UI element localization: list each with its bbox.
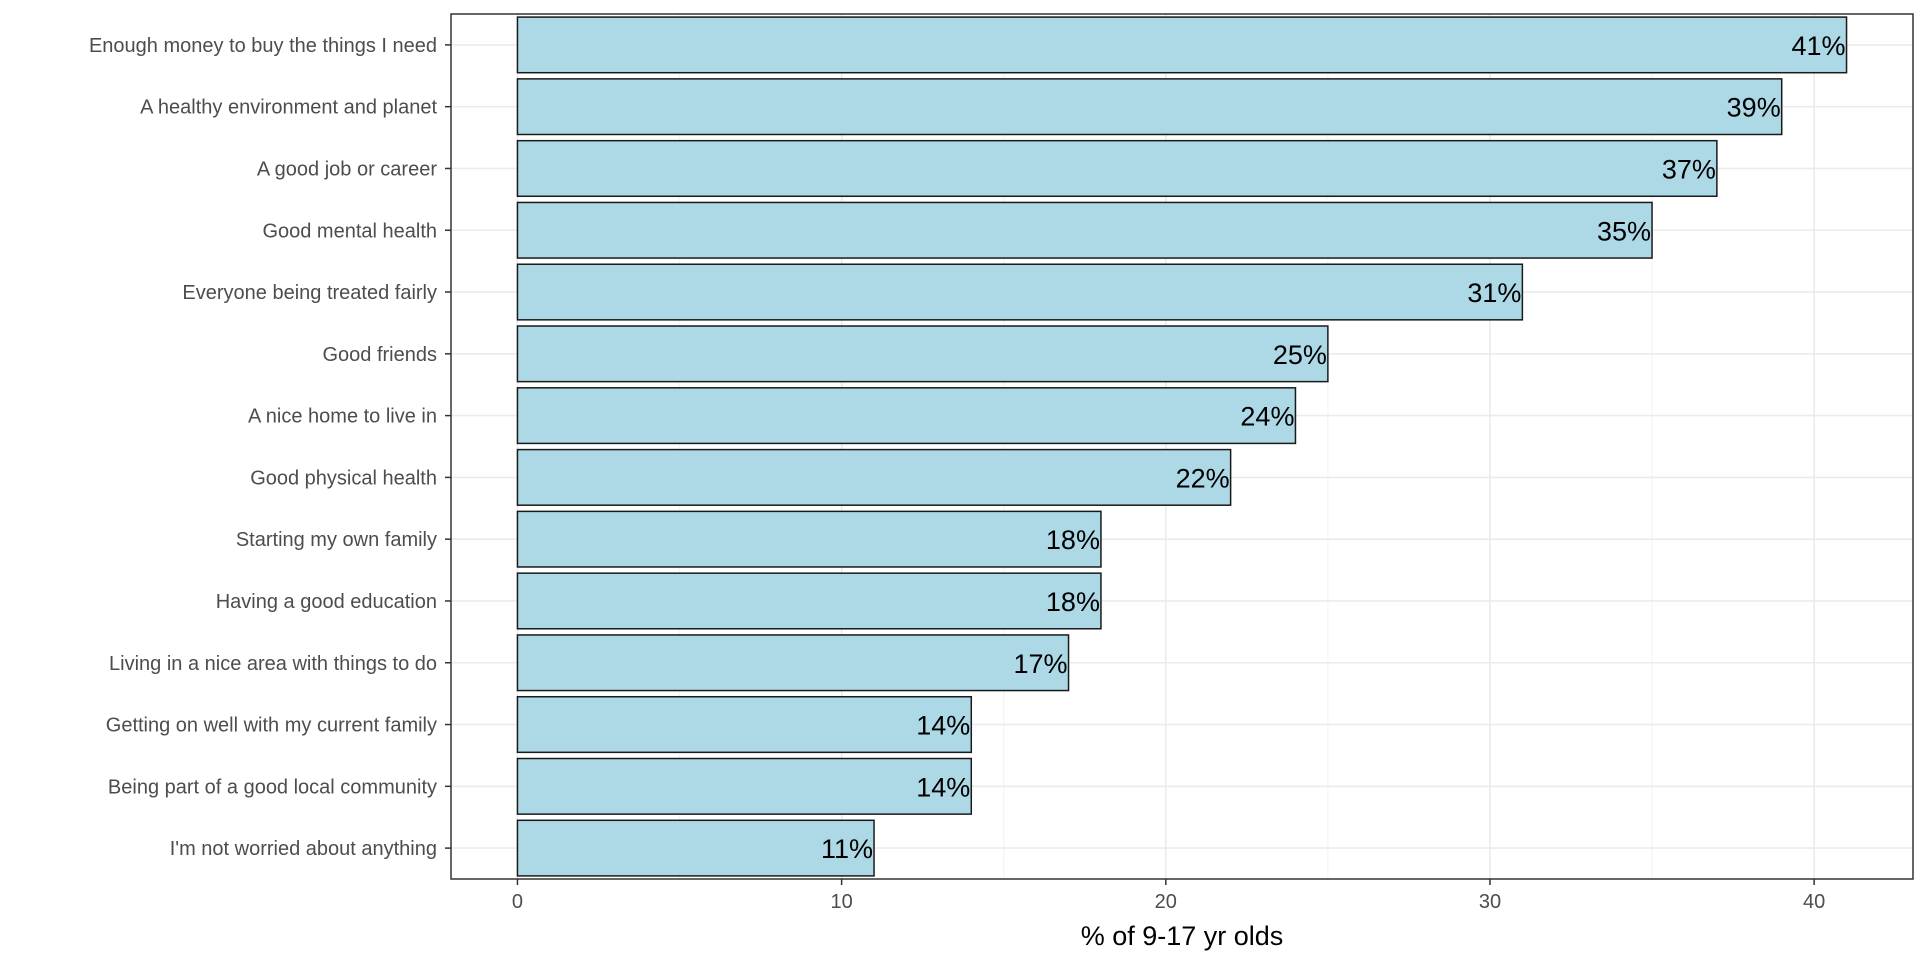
category-label: I'm not worried about anything bbox=[170, 838, 437, 860]
category-label: A healthy environment and planet bbox=[140, 97, 437, 119]
data-label: 22% bbox=[1176, 463, 1230, 493]
data-label: 14% bbox=[916, 711, 970, 741]
category-label: Everyone being treated fairly bbox=[182, 282, 437, 304]
category-label: A nice home to live in bbox=[248, 406, 437, 428]
bar bbox=[516, 139, 1718, 198]
data-label: 37% bbox=[1662, 154, 1716, 184]
bar bbox=[516, 819, 875, 877]
x-tick-label: 10 bbox=[830, 891, 852, 913]
bar bbox=[516, 572, 1102, 630]
bar bbox=[516, 325, 1329, 383]
x-tick-label: 20 bbox=[1155, 891, 1177, 913]
data-label: 35% bbox=[1597, 216, 1651, 246]
bar bbox=[516, 201, 1653, 259]
category-label: Enough money to buy the things I need bbox=[89, 35, 437, 57]
bar bbox=[516, 448, 1232, 506]
x-tick-label: 40 bbox=[1803, 891, 1825, 913]
data-label: 25% bbox=[1273, 340, 1327, 370]
category-label: Having a good education bbox=[216, 591, 437, 613]
category-label: Living in a nice area with things to do bbox=[109, 653, 437, 675]
category-label: Getting on well with my current family bbox=[106, 715, 437, 737]
bar bbox=[516, 695, 973, 754]
bars-group: 41% 39% 37% 35% 31% 25% 24% 22% 18% 18% 17% 14% 14% 1… bbox=[516, 16, 1848, 877]
category-labels: Enough money to buy the things I need A h… bbox=[89, 35, 451, 860]
x-tick-label: 0 bbox=[512, 891, 523, 913]
data-label: 18% bbox=[1046, 525, 1100, 555]
bar bbox=[516, 263, 1524, 321]
data-label: 24% bbox=[1240, 402, 1294, 432]
category-label: Starting my own family bbox=[236, 529, 437, 551]
bar bbox=[516, 387, 1297, 445]
data-label: 39% bbox=[1727, 93, 1781, 123]
panel-border bbox=[450, 13, 1914, 880]
category-label: A good job or career bbox=[257, 158, 437, 180]
x-axis-ticks: 0 10 20 30 40 bbox=[512, 879, 1825, 913]
bar bbox=[516, 16, 1848, 74]
category-label: Good mental health bbox=[262, 220, 437, 242]
bar bbox=[516, 634, 1070, 692]
x-tick-label: 30 bbox=[1479, 891, 1501, 913]
category-label: Good friends bbox=[322, 344, 437, 366]
data-label: 18% bbox=[1046, 587, 1100, 617]
bar bbox=[516, 757, 973, 815]
category-label: Being part of a good local community bbox=[108, 776, 437, 798]
x-axis-title: % of 9-17 yr olds bbox=[1081, 921, 1284, 951]
data-label: 11% bbox=[821, 834, 873, 864]
data-label: 17% bbox=[1013, 649, 1067, 679]
bar bbox=[516, 510, 1102, 568]
data-label: 31% bbox=[1467, 278, 1521, 308]
data-label: 41% bbox=[1791, 31, 1845, 61]
category-label: Good physical health bbox=[250, 467, 437, 489]
data-label: 14% bbox=[916, 772, 970, 802]
bar bbox=[516, 78, 1783, 136]
